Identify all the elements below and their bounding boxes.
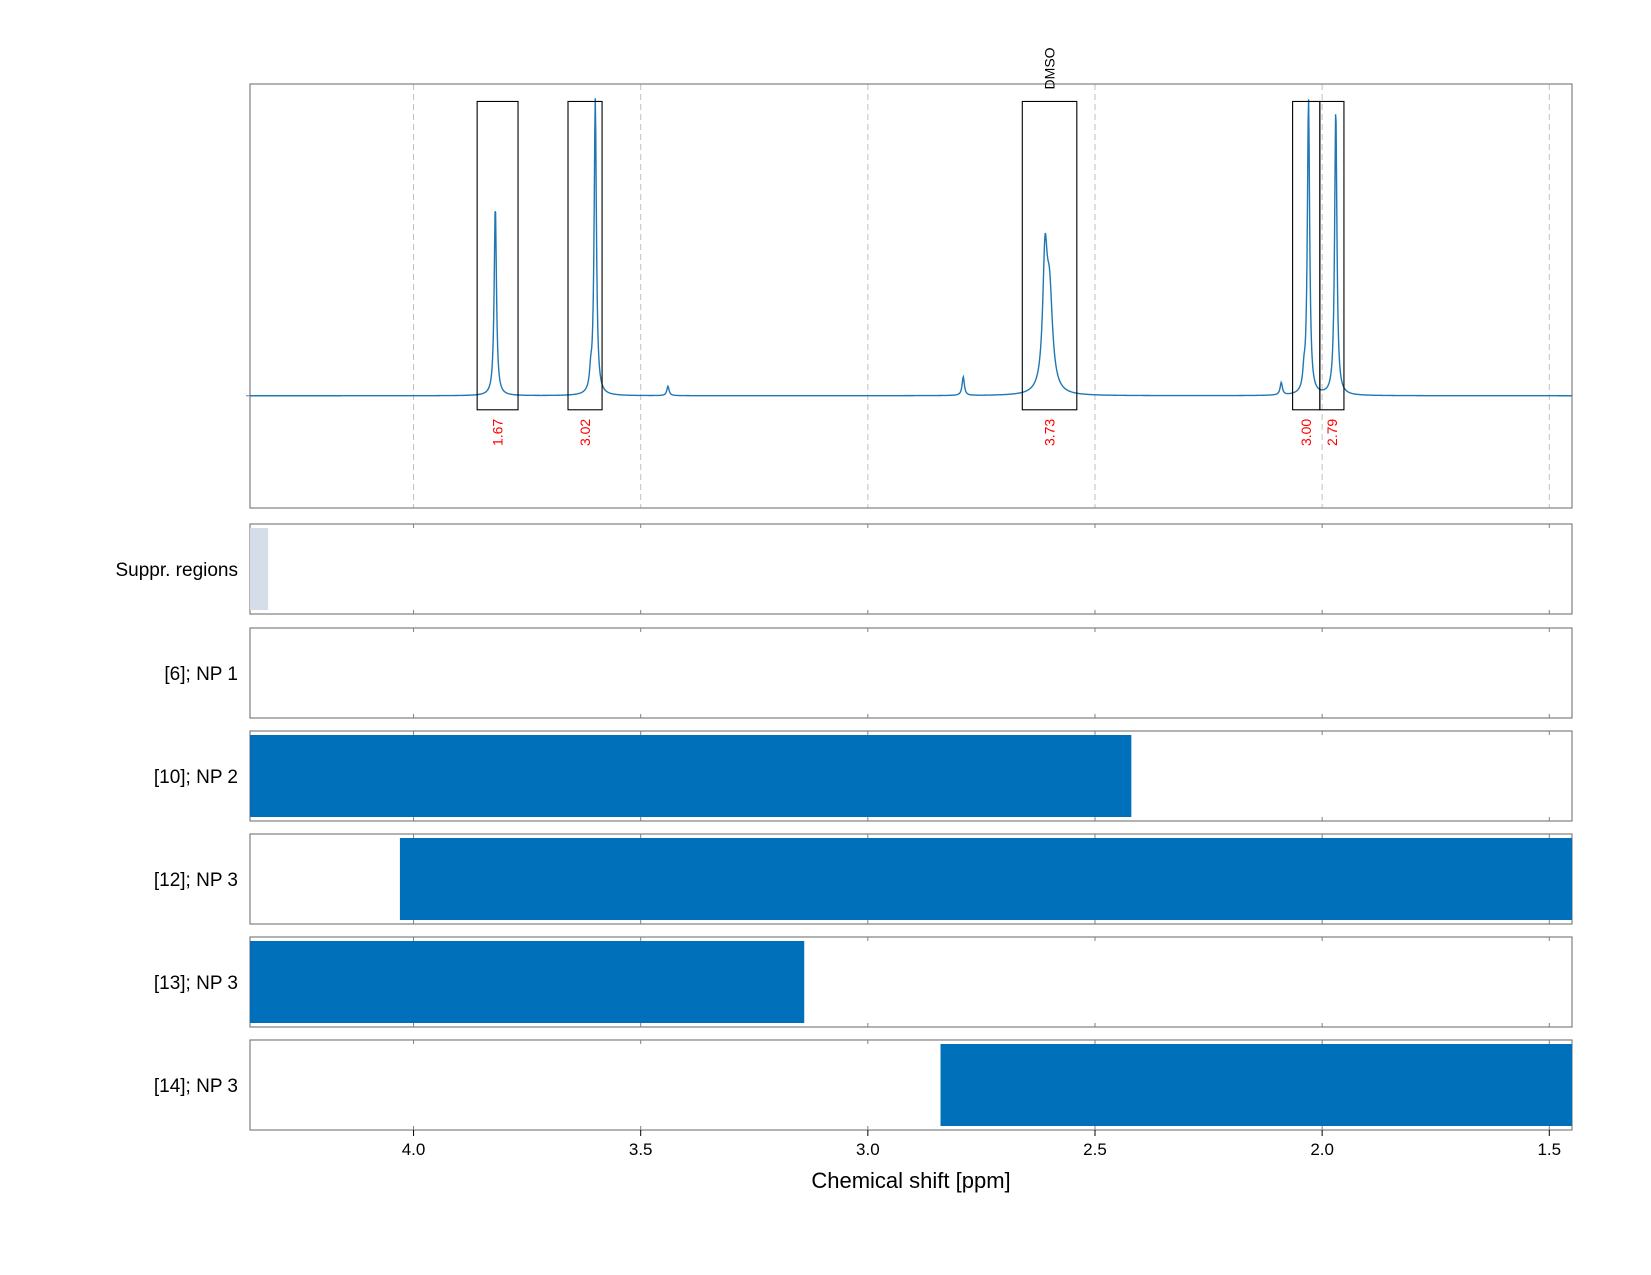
integration-value-label: 3.02 [577,419,593,446]
range-bar [399,838,1573,920]
x-tick-label: 3.0 [856,1140,880,1159]
x-tick-label: 1.5 [1537,1140,1561,1159]
grid-lines [413,84,1550,1130]
integration-box [1021,100,1078,411]
peak-annotation-label: DMSO [1042,47,1058,89]
x-tick-label: 4.0 [402,1140,426,1159]
integration-box [1319,100,1345,411]
range-bar [250,735,1132,817]
integration-regions: 1.67 3.02 3.73 DMSO 3.00 2.79 [476,47,1345,446]
track-frame [249,627,1573,719]
track-label: [14]; NP 3 [154,1076,238,1097]
spectrum-frame [249,83,1573,509]
track-label: Suppr. regions [115,560,238,581]
integration-value-label: 2.79 [1324,419,1340,446]
track-label: [6]; NP 1 [164,664,238,685]
spectrum-plot [246,83,1573,509]
x-axis: 4.0 3.5 3.0 2.5 2.0 1.5 [402,1130,1561,1159]
track-frame [249,523,1573,615]
suppressed-region-bar [250,528,269,610]
x-tick-label: 2.0 [1310,1140,1334,1159]
range-bar [250,941,805,1023]
track-label: [10]; NP 2 [154,767,238,788]
track-label: [13]; NP 3 [154,973,238,994]
x-tick-label: 3.5 [629,1140,653,1159]
integration-value-label: 3.00 [1298,419,1314,446]
integration-box [1292,100,1321,411]
track-label: [12]; NP 3 [154,870,238,891]
integration-value-label: 3.73 [1042,419,1058,446]
integration-value-label: 1.67 [490,419,506,446]
spectrum-line [250,98,1572,397]
integration-box [476,100,519,411]
range-bar [940,1044,1572,1126]
integration-box [567,100,603,411]
x-axis-title: Chemical shift [ppm] [811,1168,1010,1193]
x-tick-label: 2.5 [1083,1140,1107,1159]
range-tracks: Suppr. regions [6]; NP 1 [10]; NP 2 [12]; N… [115,523,1573,1131]
